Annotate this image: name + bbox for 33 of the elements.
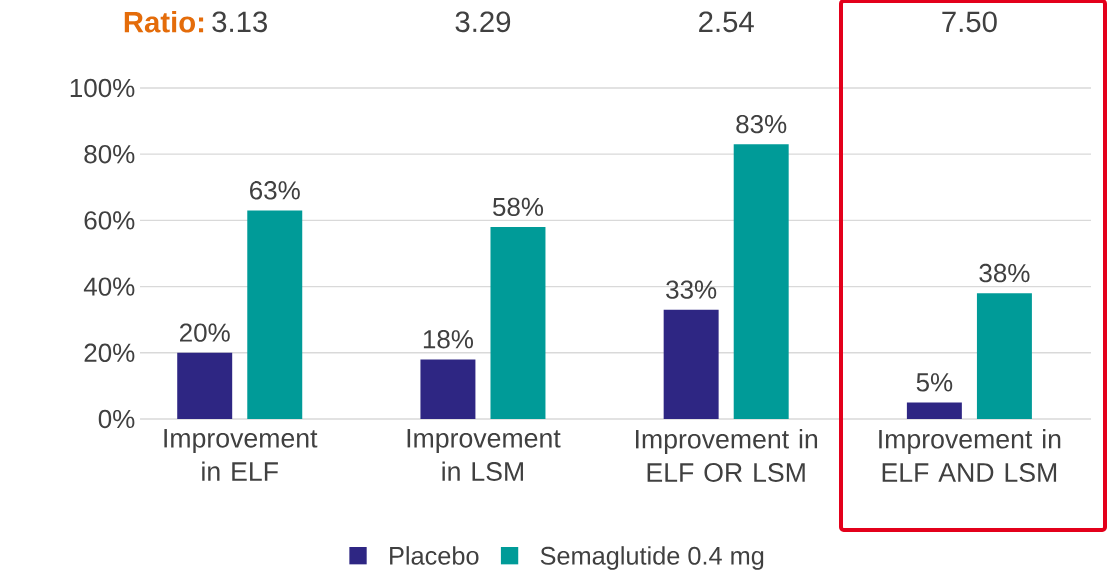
y-tick-label: 20%: [84, 343, 135, 362]
text: 3.13: [212, 11, 267, 33]
text: 2.54: [699, 11, 754, 33]
x-tick-label: Improvement in ELF AND LSM: [879, 429, 1061, 482]
data-label: 38%: [979, 263, 1030, 283]
data-label: 20%: [180, 323, 230, 342]
bar: [177, 352, 233, 419]
data-label: 5%: [916, 373, 953, 392]
y-tick-label: 80%: [84, 144, 135, 164]
data-label: 83%: [736, 114, 787, 134]
text: 7.50: [942, 11, 997, 33]
x-tick-label: Improvement in ELF OR LSM: [636, 429, 818, 482]
bar: [420, 359, 476, 419]
bar: [663, 309, 719, 419]
legend-label: Semaglutide 0.4 mg: [540, 546, 764, 570]
y-tick-label: 40%: [83, 277, 135, 296]
data-label: 18%: [423, 330, 474, 349]
data-label: 33%: [666, 280, 717, 299]
bar: [976, 293, 1032, 419]
bar: [490, 227, 546, 419]
data-label: 63%: [250, 181, 300, 200]
y-tick-label: 100%: [70, 78, 135, 98]
text: 3.29: [455, 11, 511, 33]
legend-label: Placebo: [390, 546, 479, 565]
text: Ratio:: [124, 11, 204, 33]
x-tick-label: Improvement in LSM: [407, 429, 561, 481]
bar: [906, 402, 962, 419]
data-label: 58%: [493, 197, 544, 217]
bar: [733, 144, 789, 419]
x-tick-label: Improvement in ELF: [164, 429, 318, 481]
y-tick-label: 0%: [98, 409, 135, 429]
bar: [247, 210, 303, 419]
y-tick-label: 60%: [84, 211, 135, 230]
